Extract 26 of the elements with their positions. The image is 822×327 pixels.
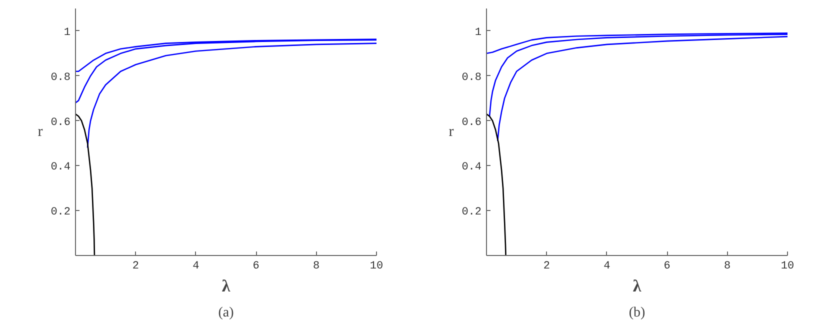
x-tick-label: 6 xyxy=(664,260,670,272)
x-axis-title: λ xyxy=(222,276,231,296)
y-tick-label: 1 xyxy=(474,26,482,39)
x-tick-label: 4 xyxy=(192,260,200,272)
y-tick-label: 0.4 xyxy=(50,162,71,174)
x-tick-label: 6 xyxy=(252,260,260,272)
x-axis-title: λ xyxy=(632,276,642,296)
y-tick-label: 0.8 xyxy=(50,72,71,84)
y-tick-label: 0.4 xyxy=(462,162,482,174)
x-tick-label: 8 xyxy=(724,260,731,272)
x-tick-label: 10 xyxy=(780,260,794,272)
y-axis-title: r xyxy=(38,124,43,140)
y-tick-label: 1 xyxy=(64,26,71,39)
y-tick-label: 0.8 xyxy=(462,72,482,84)
x-tick-label: 2 xyxy=(132,260,140,272)
y-tick-label: 0.6 xyxy=(462,116,482,129)
x-tick-label: 4 xyxy=(604,260,611,272)
text: (b) xyxy=(628,306,646,320)
x-tick-label: 8 xyxy=(313,260,320,272)
y-tick-label: 0.2 xyxy=(50,206,71,219)
x-tick-label: 10 xyxy=(370,260,384,272)
y-tick-label: 0.2 xyxy=(462,206,482,219)
x-tick-label: 2 xyxy=(543,260,550,272)
text: (a) xyxy=(218,306,234,320)
y-axis-title: r xyxy=(448,124,454,140)
y-tick-label: 0.6 xyxy=(50,116,71,129)
